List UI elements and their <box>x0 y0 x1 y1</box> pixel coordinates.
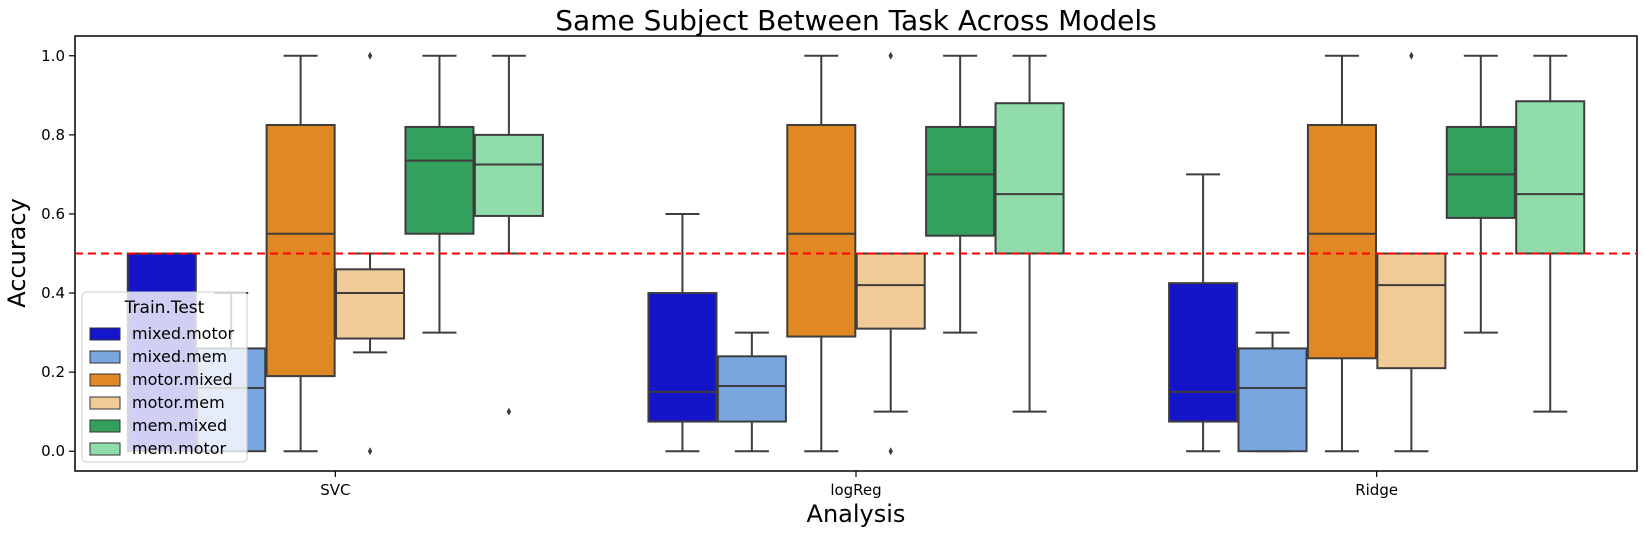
x-axis-label: Analysis <box>807 500 906 528</box>
legend-swatch <box>89 373 121 387</box>
legend-swatch <box>89 419 121 433</box>
outlier-point <box>888 51 893 60</box>
box <box>647 292 718 423</box>
y-tick-label: 0.2 <box>41 363 65 381</box>
legend-swatch <box>89 350 121 364</box>
legend-frame <box>81 291 248 463</box>
x-tick-label: logReg <box>830 481 881 499</box>
box <box>1306 123 1377 360</box>
box <box>855 252 926 330</box>
box <box>1168 282 1239 423</box>
legend-entry-label: motor.mem <box>132 393 225 412</box>
y-axis: 0.0 0.2 0.4 0.6 0.8 1.0 <box>41 47 75 460</box>
box <box>1445 125 1516 219</box>
y-axis-label: Accuracy <box>3 198 31 308</box>
box <box>786 123 857 338</box>
box <box>404 125 475 235</box>
y-tick-label: 0.6 <box>41 205 65 223</box>
series-motor-mem <box>335 51 1447 456</box>
legend-entry-label: mem.mixed <box>132 416 227 435</box>
y-tick-label: 0.0 <box>41 442 65 460</box>
outlier-point <box>1409 51 1414 60</box>
x-tick-label: SVC <box>320 481 350 499</box>
box <box>925 125 996 237</box>
x-axis: SVC logReg Ridge <box>320 471 1398 499</box>
series-motor-mixed <box>265 54 1377 453</box>
chart-title: Same Subject Between Task Across Models <box>555 4 1156 37</box>
outlier-point <box>367 51 373 60</box>
box <box>994 102 1065 255</box>
box <box>1237 347 1308 453</box>
box <box>716 355 787 423</box>
box <box>335 268 406 340</box>
legend-entry-label: mixed.mem <box>132 347 227 366</box>
box <box>1376 252 1447 370</box>
legend-title: Train.Test <box>124 298 205 318</box>
legend-entry-label: motor.mixed <box>132 370 233 389</box>
y-tick-label: 0.8 <box>41 126 65 144</box>
legend-entry-label: mem.motor <box>132 439 227 458</box>
series-mem-mixed <box>404 54 1516 334</box>
box <box>265 123 336 378</box>
box <box>1515 100 1586 255</box>
legend: Train.Test mixed.motor mixed.mem motor.mixe… <box>81 291 248 463</box>
y-tick-label: 0.4 <box>41 284 65 302</box>
x-tick-label: Ridge <box>1355 481 1398 499</box>
y-tick-label: 1.0 <box>41 47 65 65</box>
legend-entry-label: mixed.motor <box>132 324 235 343</box>
outlier-point <box>888 447 893 456</box>
legend-swatch <box>89 396 121 410</box>
outlier-point <box>506 407 512 416</box>
legend-swatch <box>89 327 121 341</box>
legend-swatch <box>89 442 121 456</box>
box <box>473 133 544 217</box>
outlier-point <box>367 447 373 456</box>
